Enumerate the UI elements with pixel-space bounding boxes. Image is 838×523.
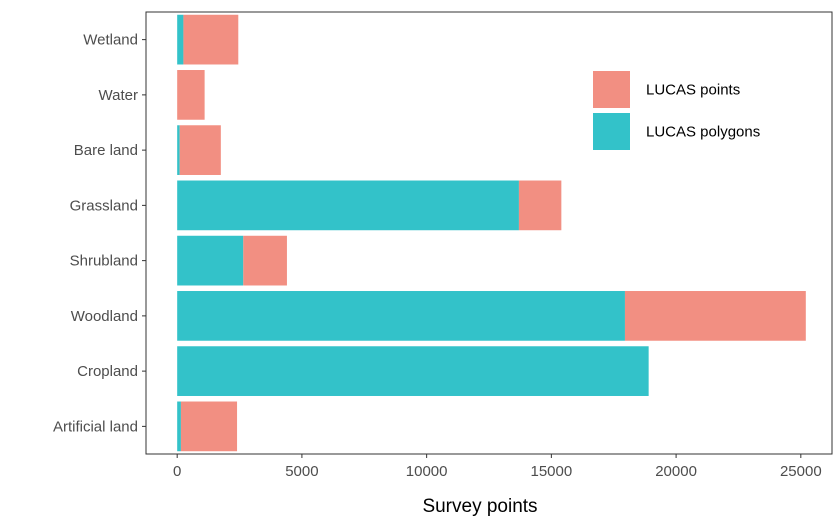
bar-artificial-land-lucas-points	[180, 401, 238, 452]
y-tick-label: Wetland	[83, 32, 138, 49]
y-tick-label: Water	[99, 87, 138, 104]
y-tick-label: Bare land	[74, 142, 138, 159]
y-tick-label: Shrubland	[70, 253, 138, 270]
y-tick-label: Woodland	[71, 308, 138, 325]
legend-key-lucas-polygons	[593, 113, 630, 150]
bar-grassland-lucas-polygons	[177, 180, 519, 231]
legend: LUCAS points LUCAS polygons	[593, 71, 760, 150]
bar-woodland-lucas-points	[624, 291, 806, 341]
bar-wetland-lucas-polygons	[177, 14, 184, 65]
bar-shrubland-lucas-polygons	[177, 235, 244, 286]
x-axis-title: Survey points	[422, 496, 537, 517]
legend-label-lucas-polygons: LUCAS polygons	[646, 124, 760, 141]
x-tick-label: 15000	[531, 463, 573, 480]
y-tick-label: Grassland	[70, 197, 138, 214]
bars-group	[177, 14, 806, 452]
bar-bare-land-lucas-polygons	[177, 125, 180, 175]
x-tick-label: 25000	[780, 463, 822, 480]
x-tick-label: 20000	[655, 463, 697, 480]
x-tick-label: 10000	[406, 463, 448, 480]
x-tick-label: 0	[173, 463, 181, 480]
y-axis: Wetland Water Bare land Grassland Shrubland W…	[53, 32, 146, 435]
plot-panel-border	[145, 11, 833, 455]
bar-artificial-land-lucas-polygons	[177, 401, 181, 452]
bar-water-lucas-points	[177, 70, 205, 120]
y-tick-label: Artificial land	[53, 418, 138, 435]
x-axis: 0 5000 10000 15000 20000 25000	[173, 454, 822, 480]
bar-wetland-lucas-points	[183, 14, 239, 65]
bar-grassland-lucas-points	[518, 180, 562, 231]
legend-key-lucas-points	[593, 71, 630, 108]
legend-label-lucas-points: LUCAS points	[646, 82, 740, 99]
bar-shrubland-lucas-points	[243, 235, 287, 286]
x-tick-label: 5000	[285, 463, 318, 480]
bar-woodland-lucas-polygons	[177, 291, 625, 341]
y-tick-label: Cropland	[77, 363, 138, 380]
bar-cropland-lucas-polygons	[177, 346, 649, 396]
bar-bare-land-lucas-points	[179, 125, 221, 175]
